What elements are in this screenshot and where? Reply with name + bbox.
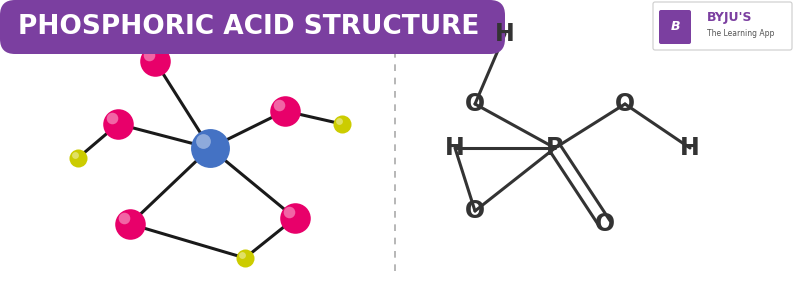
Text: O: O	[615, 92, 635, 116]
Text: P: P	[546, 136, 564, 160]
Text: The Learning App: The Learning App	[707, 30, 774, 38]
Text: O: O	[465, 92, 485, 116]
FancyBboxPatch shape	[653, 2, 792, 50]
Text: O: O	[595, 212, 615, 236]
Text: PHOSPHORIC ACID STRUCTURE: PHOSPHORIC ACID STRUCTURE	[18, 14, 479, 40]
FancyBboxPatch shape	[659, 10, 691, 44]
Text: B: B	[670, 20, 680, 33]
FancyBboxPatch shape	[0, 0, 505, 54]
Text: H: H	[445, 136, 465, 160]
Text: BYJU'S: BYJU'S	[707, 10, 753, 23]
Text: O: O	[465, 199, 485, 223]
Text: H: H	[680, 136, 700, 160]
Text: H: H	[495, 22, 515, 46]
